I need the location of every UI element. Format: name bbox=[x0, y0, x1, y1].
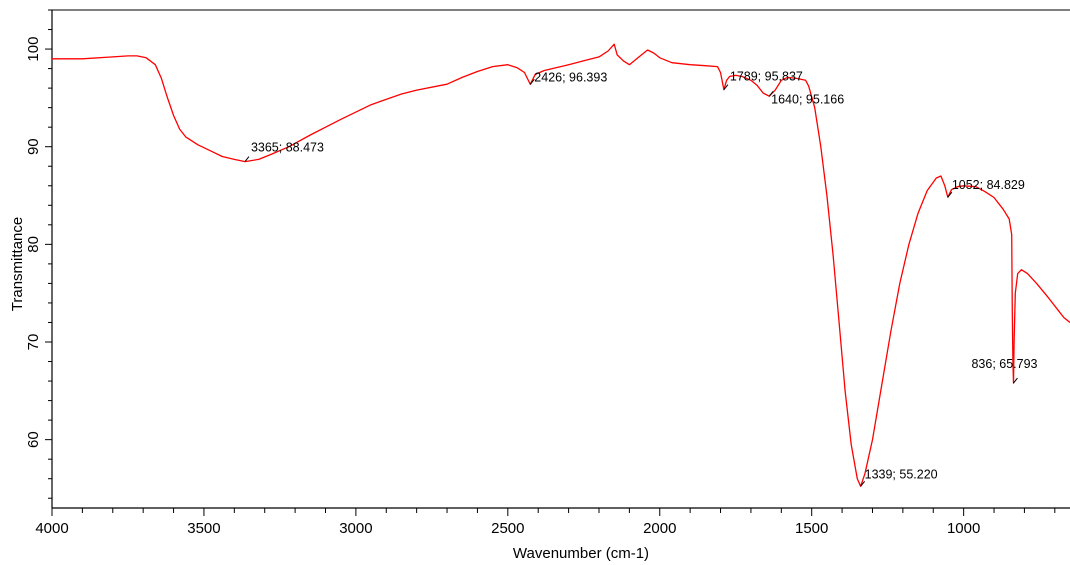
peak-marker bbox=[947, 191, 953, 198]
peak-label: 2426; 96.393 bbox=[534, 70, 607, 84]
y-tick-label: 70 bbox=[25, 334, 42, 351]
x-tick-label: 2000 bbox=[643, 520, 676, 537]
y-tick-label: 100 bbox=[25, 37, 42, 62]
peak-label: 1640; 95.166 bbox=[771, 92, 844, 106]
peak-marker bbox=[723, 84, 729, 91]
peak-marker bbox=[529, 78, 535, 85]
x-tick-label: 3500 bbox=[187, 520, 220, 537]
peak-marker bbox=[1013, 377, 1018, 384]
peak-label: 3365; 88.473 bbox=[251, 141, 324, 155]
peak-marker bbox=[860, 481, 866, 487]
x-axis-title: Wavenumber (cm-1) bbox=[513, 545, 649, 562]
y-axis-title: Transmittance bbox=[9, 217, 26, 311]
plot-frame bbox=[51, 9, 1070, 509]
x-tick-label: 4000 bbox=[35, 520, 68, 537]
peak-label: 1789; 95.837 bbox=[730, 70, 803, 84]
x-tick-label: 3000 bbox=[339, 520, 372, 537]
peak-marker bbox=[244, 156, 250, 162]
x-tick-label: 1500 bbox=[795, 520, 828, 537]
peak-label: 836; 65.793 bbox=[971, 357, 1037, 371]
spectrum-line bbox=[52, 43, 1070, 487]
y-axis-ticks: 60 70 80 90 100 bbox=[25, 9, 52, 499]
x-tick-label: 2500 bbox=[491, 520, 524, 537]
x-tick-label: 1000 bbox=[947, 520, 980, 537]
y-tick-label: 60 bbox=[25, 431, 42, 448]
x-axis-ticks: 4000 3500 3000 2500 2000 1500 1000 bbox=[35, 508, 1056, 537]
y-tick-label: 80 bbox=[25, 236, 42, 253]
y-tick-label: 90 bbox=[25, 138, 42, 155]
peak-label: 1052; 84.829 bbox=[952, 178, 1025, 192]
peak-labels: 3365; 88.473 2426; 96.393 1789; 95.837 1640… bbox=[244, 70, 1038, 487]
peak-marker bbox=[768, 90, 774, 97]
peak-label: 1339; 55.220 bbox=[865, 467, 938, 481]
